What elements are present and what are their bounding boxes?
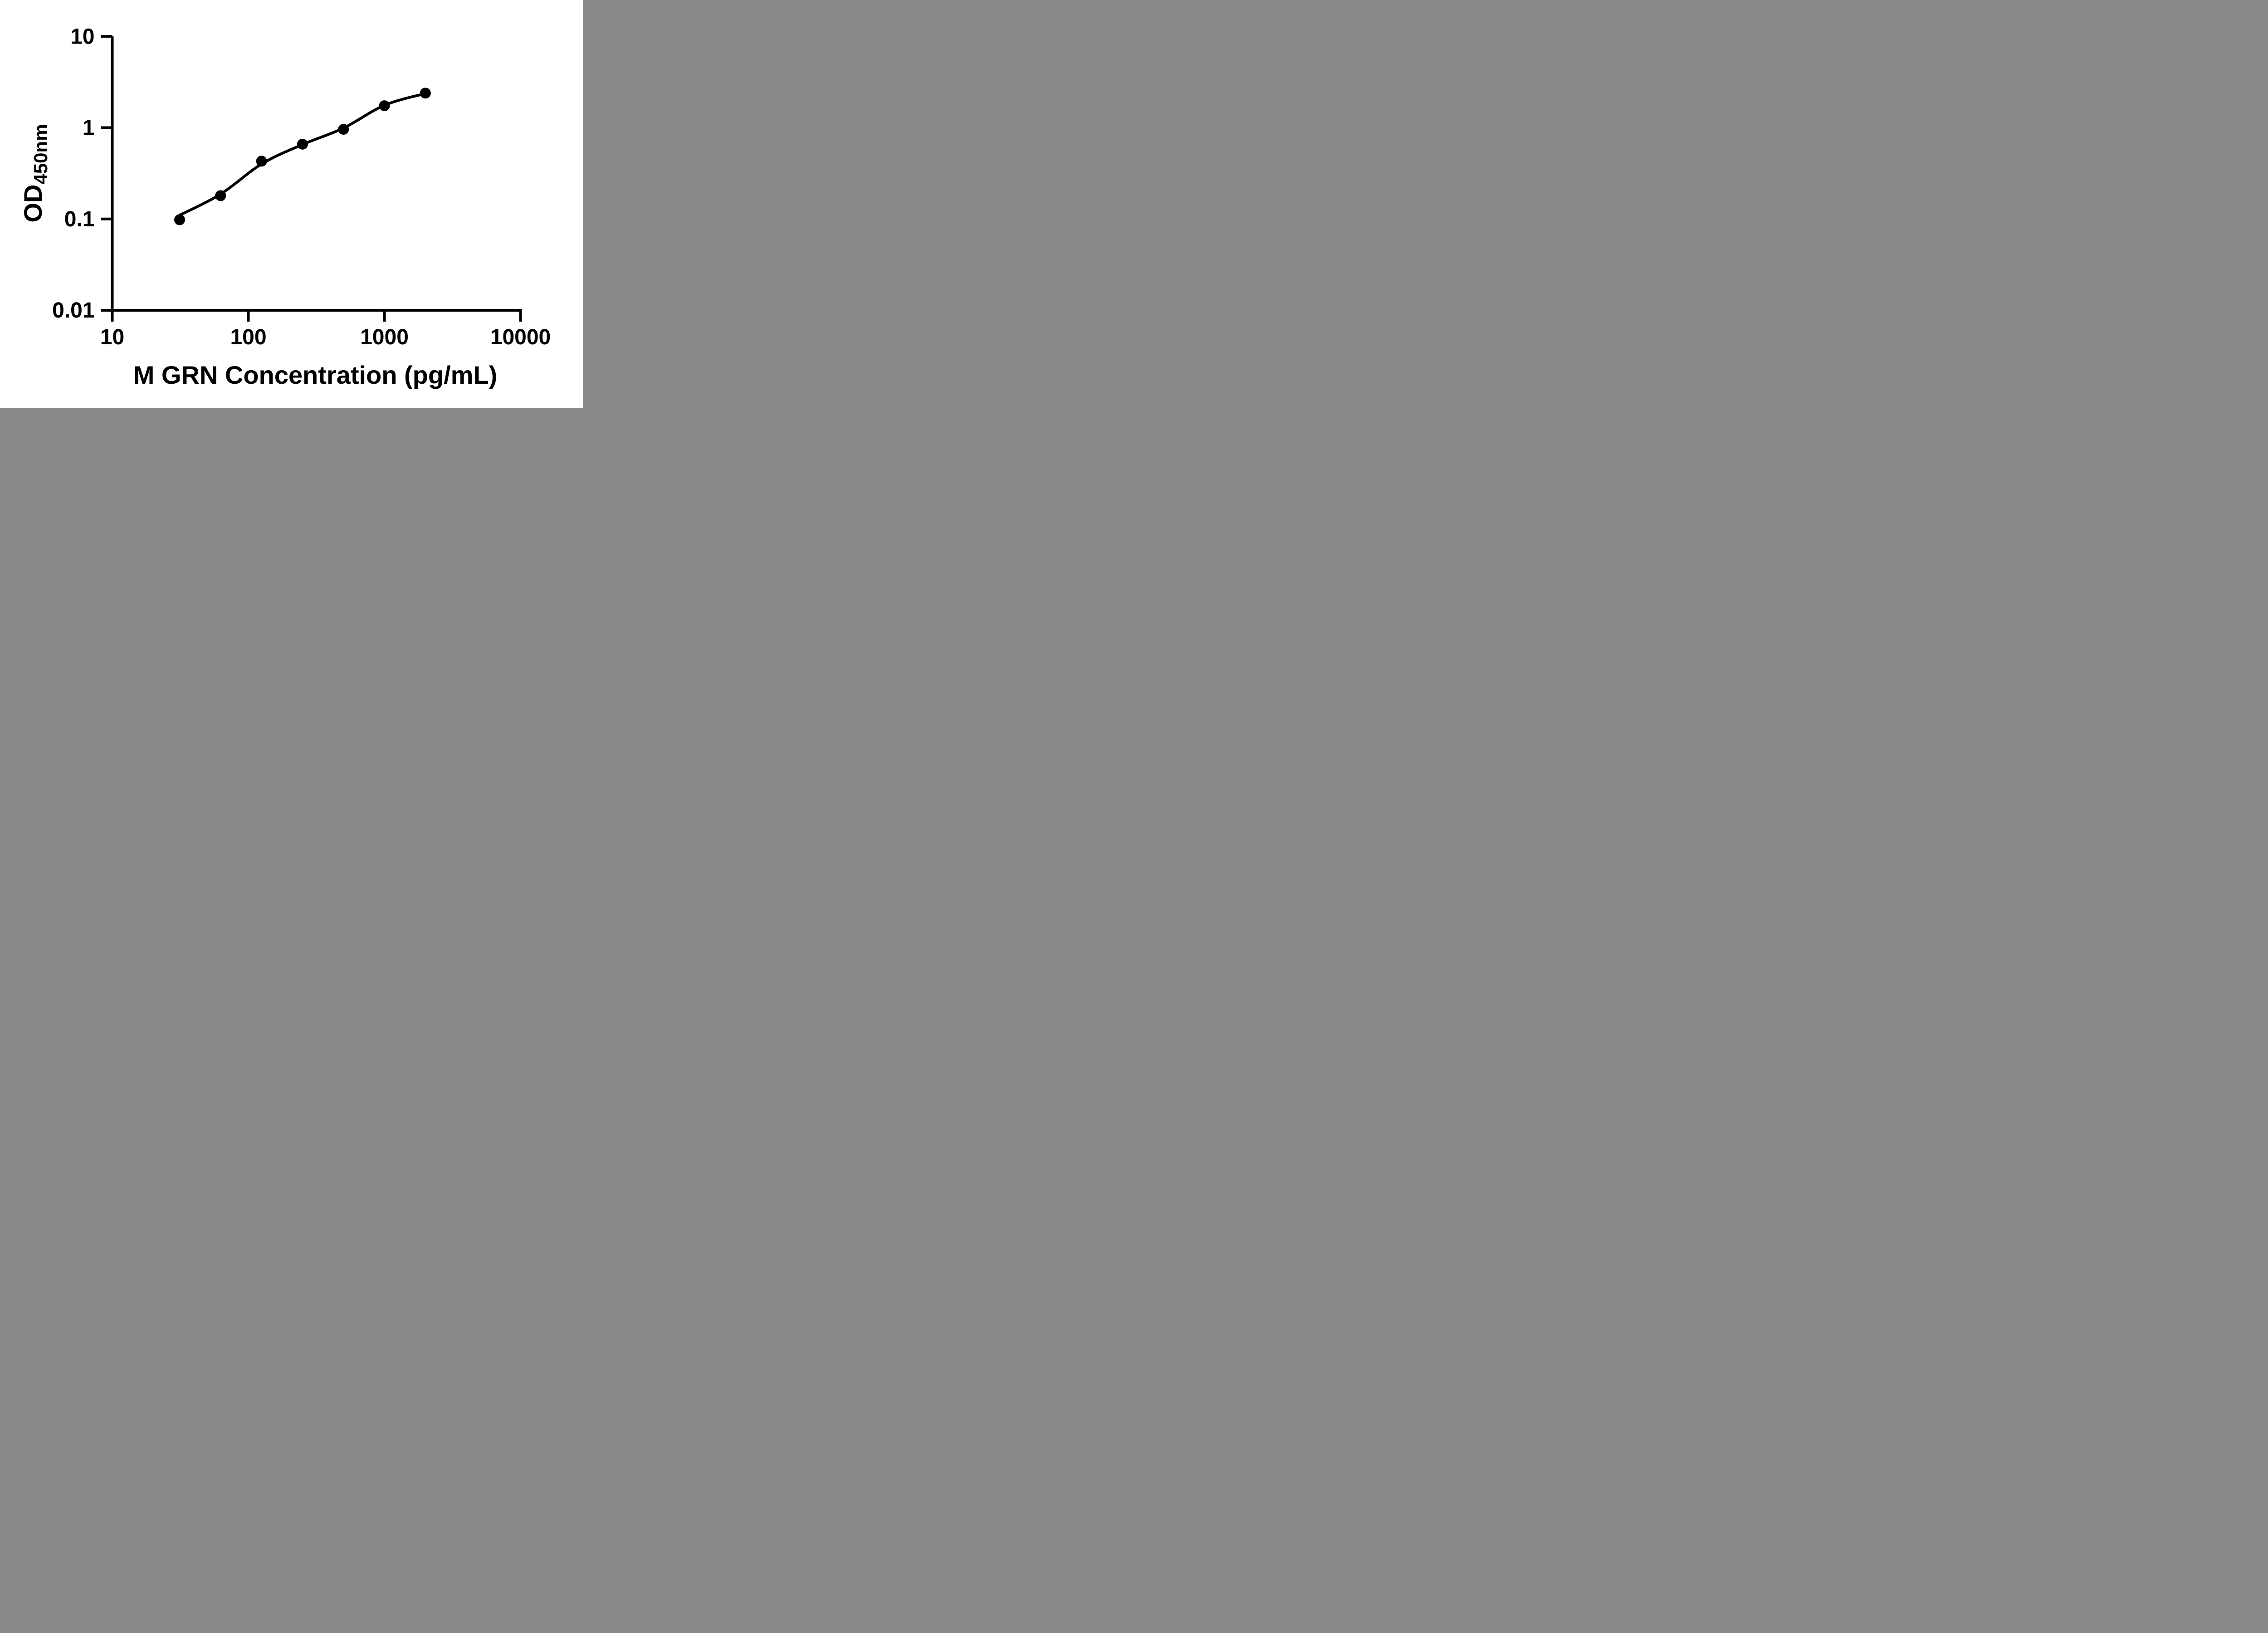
data-point bbox=[379, 100, 390, 112]
elisa-standard-curve-figure: 10 1 0.1 0.01 10 100 1000 10000 M GRN Concentra… bbox=[0, 0, 583, 408]
y-tick-label: 1 bbox=[83, 116, 95, 140]
y-axis-title: OD450nm bbox=[18, 124, 52, 222]
y-axis-title-main: OD bbox=[19, 184, 47, 223]
x-axis-title: M GRN Concentration (pg/mL) bbox=[133, 361, 498, 389]
data-point bbox=[256, 156, 267, 167]
data-point bbox=[420, 88, 431, 99]
y-axis-title-subscript: 450nm bbox=[30, 124, 51, 185]
data-point bbox=[174, 214, 185, 225]
data-point bbox=[338, 124, 349, 135]
x-tick-label: 10000 bbox=[490, 325, 551, 349]
data-points bbox=[174, 88, 431, 225]
x-tick-label: 1000 bbox=[360, 325, 409, 349]
data-point bbox=[297, 138, 308, 150]
y-tick-label: 0.1 bbox=[64, 207, 95, 231]
x-tick-label: 10 bbox=[100, 325, 124, 349]
x-tick-label: 100 bbox=[230, 325, 266, 349]
y-tick-label: 0.01 bbox=[52, 298, 94, 323]
axes bbox=[101, 35, 522, 322]
y-tick-label: 10 bbox=[70, 24, 94, 49]
data-point bbox=[215, 190, 226, 201]
